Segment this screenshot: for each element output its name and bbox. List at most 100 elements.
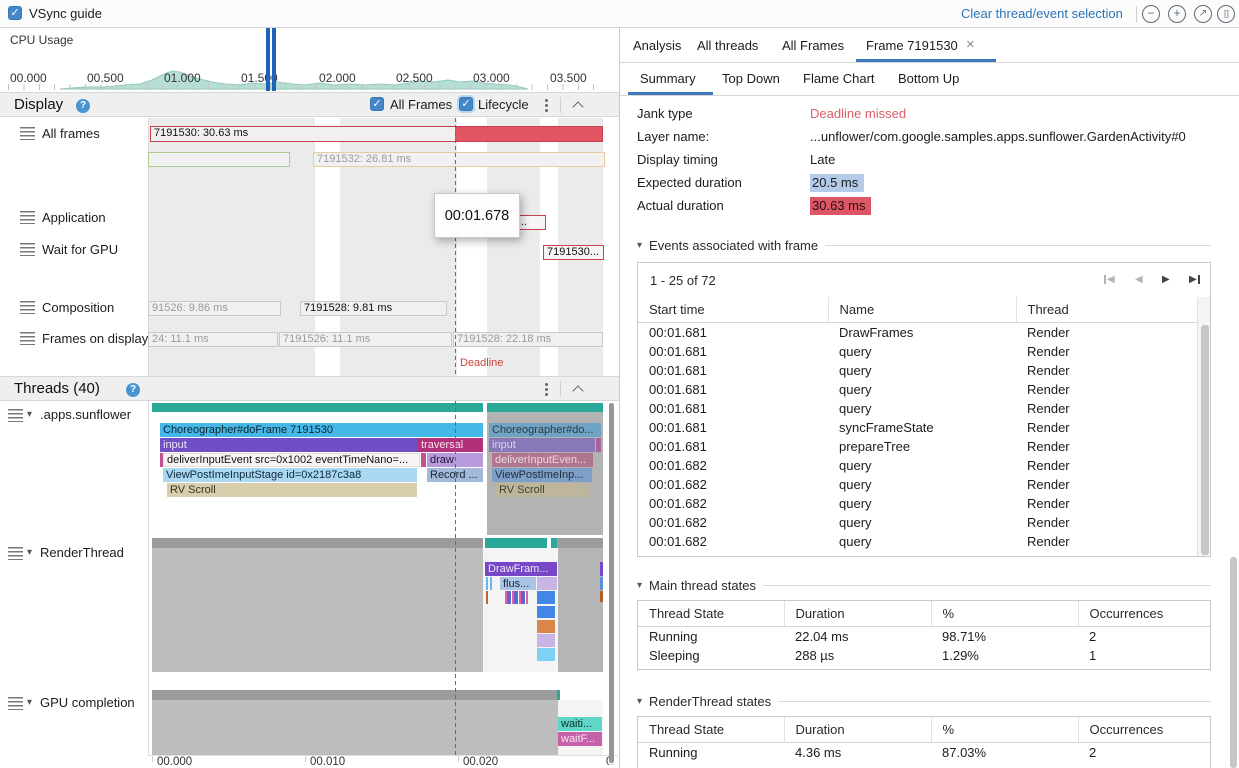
tab-flame-chart[interactable]: Flame Chart [803,71,875,86]
frame-bar-7191532[interactable]: 7191532: 26.81 ms [313,152,605,167]
table-row[interactable]: 00:01.681 prepareTree Render [638,437,1197,456]
thread-state-running[interactable] [152,403,483,412]
thread-state-running[interactable] [485,538,547,548]
track-label-wait-for-gpu[interactable]: Wait for GPU [42,242,119,257]
table-row[interactable]: 00:01.682 query Render [638,475,1197,494]
track-label-all-frames[interactable]: All frames [42,126,100,141]
trace-event-rv-scroll-dim[interactable]: RV Scroll [496,483,590,497]
drag-handle-icon[interactable] [20,301,35,314]
table-row[interactable]: Sleeping 288 µs 1.29% 1 [638,646,1210,665]
close-tab-icon[interactable]: × [966,36,975,53]
main-states-section-header[interactable]: ▾ Main thread states [637,578,1211,593]
drag-handle-icon[interactable] [20,211,35,224]
table-row[interactable]: Running 22.04 ms 98.71% 2 [638,627,1210,647]
cpu-usage-chart[interactable]: CPU Usage 00.000 00.500 01.000 01.500 02… [0,28,618,91]
zoom-to-selection-icon[interactable]: [ ] [1217,5,1235,23]
display-section-header[interactable]: Display ? ✓ All Frames ✓ Lifecycle [0,92,620,117]
table-row[interactable]: Running 4.36 ms 87.03% 2 [638,743,1210,763]
collapse-triangle-icon[interactable]: ▾ [637,696,643,707]
thread-label-renderthread[interactable]: RenderThread [40,545,124,560]
trace-event-sliver[interactable] [160,453,163,467]
column-header[interactable]: Thread State [638,717,785,743]
tab-top-down[interactable]: Top Down [722,71,780,86]
trace-event-rv-scroll[interactable]: RV Scroll [167,483,417,497]
composition-bar-7191526[interactable]: 91526: 9.86 ms [148,301,281,316]
table-row[interactable]: 00:01.681 query Render [638,342,1197,361]
column-header[interactable]: Occurrences [1078,717,1210,743]
expander-icon[interactable]: ▾ [27,547,33,558]
tab-frame-7191530[interactable]: Frame 7191530 [866,38,958,53]
tab-bottom-up[interactable]: Bottom Up [898,71,960,86]
table-row[interactable]: 00:01.682 query Render [638,456,1197,475]
trace-event-input-dim[interactable]: input [489,438,595,452]
trace-event-viewpostime-dim[interactable]: ViewPostImeInp... [492,468,592,482]
trace-event-flush[interactable]: flus... [500,577,536,590]
column-header[interactable]: % [931,717,1079,743]
more-options-icon[interactable] [545,104,548,107]
fod-bar-7191528[interactable]: 7191528: 22.18 ms [453,332,603,347]
thread-state-sleeping[interactable] [557,538,603,548]
trace-event-waiting[interactable]: waiti... [558,717,602,731]
wait-gpu-bar-7191530[interactable]: 7191530... [543,245,604,260]
table-row[interactable]: 00:01.682 query Render [638,532,1197,551]
drag-handle-icon[interactable] [8,697,23,710]
thread-state-running[interactable] [487,403,603,412]
track-label-application[interactable]: Application [42,210,106,225]
trace-event-drawframes[interactable]: DrawFram... [485,562,557,576]
reset-zoom-icon[interactable]: ↗ [1194,5,1212,23]
selection-marker-line[interactable] [272,28,276,91]
trace-event-block[interactable] [537,620,555,633]
tab-all-threads[interactable]: All threads [697,38,759,53]
thread-label-sunflower[interactable]: .apps.sunflower [40,407,132,422]
expander-icon[interactable]: ▾ [27,697,33,708]
drag-handle-icon[interactable] [8,409,23,422]
composition-bar-7191528[interactable]: 7191528: 9.81 ms [300,301,447,316]
selection-marker-line[interactable] [266,28,270,91]
trace-event-block[interactable] [537,648,555,661]
help-icon[interactable]: ? [76,99,90,113]
events-section-header[interactable]: ▾ Events associated with frame [637,238,1211,253]
column-header[interactable]: Duration [784,717,932,743]
column-header[interactable]: Thread State [638,601,785,627]
drag-handle-icon[interactable] [20,127,35,140]
collapse-chevron-icon[interactable] [572,385,584,397]
trace-event-block[interactable] [537,591,555,604]
collapse-triangle-icon[interactable]: ▾ [637,240,643,251]
frame-bar-prev[interactable] [148,152,290,167]
thread-state-running[interactable] [551,538,557,548]
fod-bar-7191526[interactable]: 7191526: 11.1 ms [279,332,452,347]
threads-section-header[interactable]: Threads (40) ? [0,376,620,401]
trace-event-sliver[interactable] [421,453,426,467]
collapse-chevron-icon[interactable] [572,101,584,113]
fod-bar-7191524[interactable]: 24: 11.1 ms [148,332,278,347]
table-row[interactable]: 00:01.682 query Render [638,494,1197,513]
thread-state-running[interactable] [557,690,560,700]
prev-page-icon[interactable]: ◀ [1135,274,1143,285]
trace-event-block[interactable] [537,606,555,618]
trace-event-deliver-input[interactable]: deliverInputEvent src=0x1002 eventTimeNa… [163,453,420,467]
trace-event-choreographer[interactable]: Choreographer#doFrame 7191530 [160,423,483,437]
table-row[interactable]: 00:01.681 syncFrameState Render [638,418,1197,437]
column-header[interactable]: Duration [784,601,932,627]
lifecycle-checkbox[interactable]: ✓ [459,97,473,111]
column-header[interactable]: Name [828,297,1017,323]
tab-summary[interactable]: Summary [640,71,696,86]
trace-event-block[interactable] [537,634,555,647]
expander-icon[interactable]: ▾ [27,409,33,420]
all-frames-checkbox[interactable]: ✓ [370,97,384,111]
next-page-icon[interactable]: ▶ [1162,274,1170,285]
panel-scrollbar[interactable] [1230,557,1237,768]
column-header[interactable]: % [931,601,1079,627]
drag-handle-icon[interactable] [8,547,23,560]
thread-state-sleeping[interactable] [152,690,557,700]
trace-event-input[interactable]: input [160,438,418,452]
table-row[interactable]: 00:01.681 query Render [638,380,1197,399]
column-header[interactable]: Thread [1016,297,1197,323]
zoom-in-icon[interactable]: + [1168,5,1186,23]
collapse-triangle-icon[interactable]: ▾ [637,580,643,591]
trace-event-viewpostime[interactable]: ViewPostImeInputStage id=0x2187c3a8 [163,468,417,482]
trace-event-deliver-dim[interactable]: deliverInputEven... [492,453,593,467]
panel-divider[interactable] [619,28,620,768]
more-options-icon[interactable] [545,388,548,391]
first-page-icon[interactable]: ◀ [1104,274,1115,285]
